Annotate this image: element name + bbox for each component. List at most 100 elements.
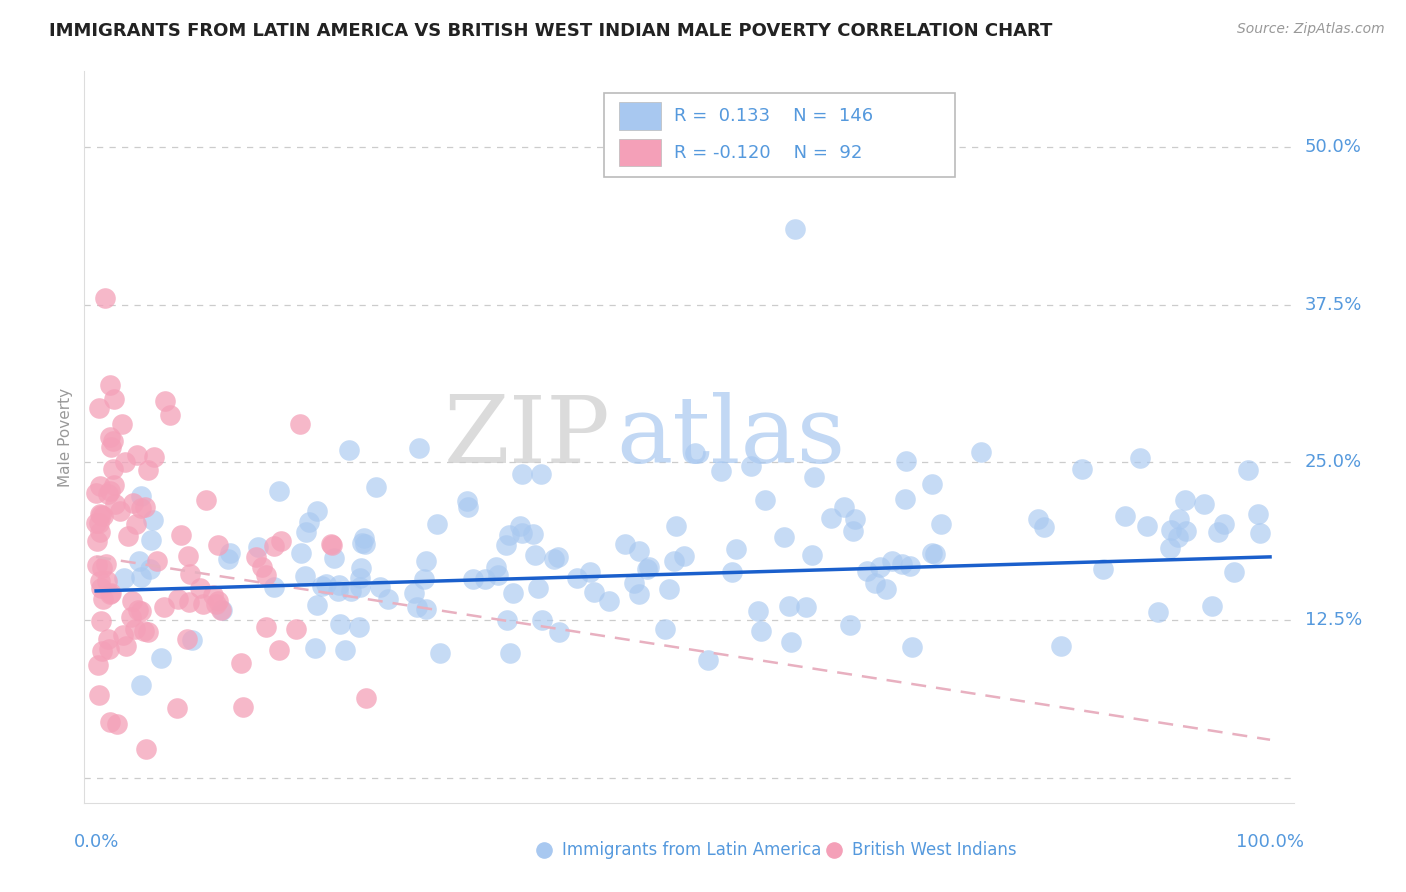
Point [498,528,520,542]
Point [114,455,136,469]
Point [901,640,924,654]
Point [773,530,796,544]
Point [101,462,124,476]
Point [898,558,921,573]
Point [1223,566,1246,580]
Point [159,408,181,422]
Point [1136,518,1159,533]
Point [103,477,125,491]
Text: Immigrants from Latin America: Immigrants from Latin America [562,841,821,859]
Point [219,546,242,560]
Point [129,501,152,516]
Point [665,518,688,533]
Point [456,493,478,508]
Point [1091,562,1114,576]
Point [721,565,744,579]
Point [90,581,112,595]
Point [509,519,531,533]
Point [337,443,360,458]
Point [98,641,121,656]
Point [98,587,121,601]
Point [1032,520,1054,534]
Point [152,599,174,614]
Point [91,644,114,658]
Point [882,553,904,567]
Point [486,568,509,582]
Point [530,467,553,481]
Point [352,536,374,550]
Point [627,544,650,558]
Point [294,568,316,582]
Point [408,441,430,455]
Point [115,639,138,653]
Point [207,538,229,552]
Point [1206,525,1229,540]
Point [305,504,328,518]
Point [135,741,157,756]
Point [1167,512,1189,526]
Point [524,548,547,562]
Point [89,478,111,492]
Point [780,635,803,649]
Point [796,600,818,615]
Point [841,524,863,538]
Point [108,504,131,518]
Point [548,625,571,640]
FancyBboxPatch shape [605,94,955,178]
Point [1249,525,1271,540]
Text: R = -0.120    N =  92: R = -0.120 N = 92 [675,144,863,161]
Point [97,486,120,500]
Point [598,594,620,608]
Point [90,614,112,628]
Point [405,600,427,615]
Point [295,524,318,539]
Point [128,554,150,568]
Point [254,567,277,582]
Point [526,581,548,595]
Point [111,417,134,432]
Point [413,572,436,586]
Point [579,566,602,580]
Point [457,500,479,514]
Point [246,540,269,554]
Point [129,570,152,584]
Text: 100.0%: 100.0% [1236,833,1303,851]
Point [326,583,349,598]
Text: 0.0%: 0.0% [73,833,118,851]
Point [104,497,127,511]
Point [896,454,918,468]
Point [201,588,224,602]
Point [129,604,152,618]
Point [263,539,285,553]
Text: 37.5%: 37.5% [1305,295,1362,314]
Point [138,561,160,575]
Point [98,430,121,444]
Point [177,549,200,563]
Point [204,597,226,611]
Point [364,480,387,494]
Text: British West Indians: British West Indians [852,841,1017,859]
Text: R =  0.133    N =  146: R = 0.133 N = 146 [675,107,873,125]
Point [170,528,193,542]
Point [138,463,160,477]
Point [623,576,645,591]
Point [180,633,202,648]
Point [90,508,112,522]
Point [84,516,107,531]
Point [93,592,115,607]
Point [311,579,333,593]
Point [354,537,377,551]
Point [269,484,291,499]
Point [304,641,326,656]
Point [250,560,273,574]
FancyBboxPatch shape [619,138,661,167]
Point [1147,605,1170,619]
Point [891,557,914,571]
Point [136,625,159,640]
Point [105,717,128,731]
Point [97,632,120,646]
Point [921,546,943,560]
Point [1237,463,1260,477]
Point [166,592,188,607]
Point [84,486,107,500]
